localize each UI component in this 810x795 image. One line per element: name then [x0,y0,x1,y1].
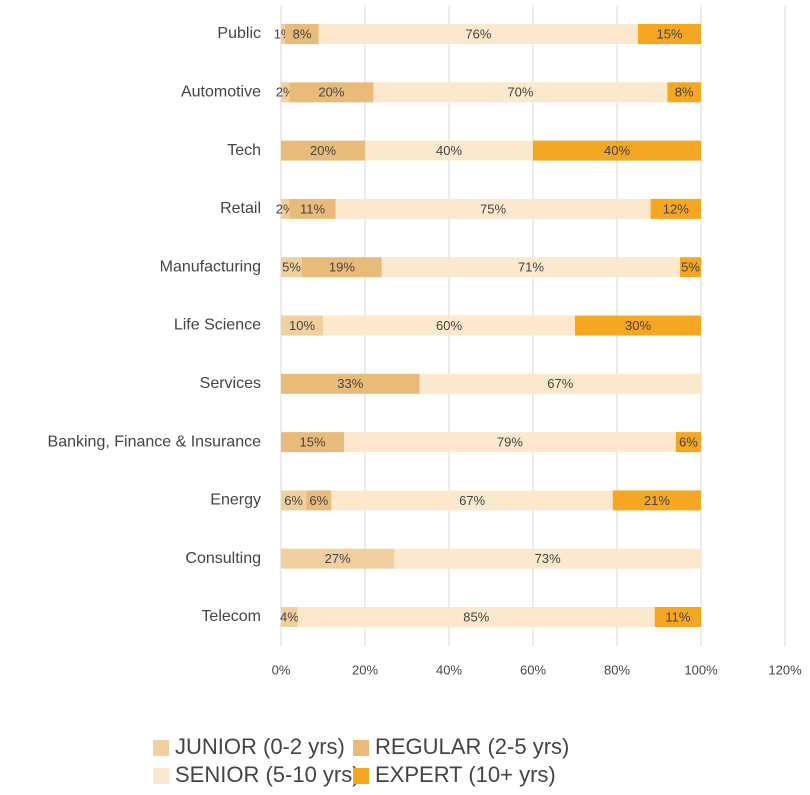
data-label: 71% [518,260,544,275]
bar-segment [323,315,575,336]
legend-label: JUNIOR (0-2 yrs) [175,734,345,759]
x-tick-label: 0% [272,662,291,677]
bar-segment [575,315,701,336]
bar-segment [419,373,701,394]
legend-swatch [353,768,369,784]
bar-segment [344,432,676,453]
bar-segment [289,82,374,103]
y-tick-label: Tech [227,142,261,159]
data-label: 40% [604,143,630,158]
bar-segment [285,24,319,44]
bar-segment [638,24,701,44]
data-label: 30% [625,318,651,333]
data-label: 79% [497,435,523,450]
y-tick-label: Energy [210,492,261,509]
data-label: 8% [293,26,312,41]
x-tick-label: 120% [768,662,802,677]
bar-segment [281,82,290,103]
data-label: 76% [465,26,491,41]
bar-segment [667,82,701,103]
x-tick-label: 100% [684,662,718,677]
data-label: 40% [436,143,462,158]
bar-segment [335,198,651,219]
bar-segment [373,82,668,103]
data-label: 6% [679,435,698,450]
bar-segment [281,490,307,511]
bar-segment [281,140,365,161]
data-label: 20% [310,143,336,158]
bar-segment [533,140,701,161]
bar-segment [281,198,290,219]
y-tick-label: Banking, Finance & Insurance [48,433,262,450]
bar-segment [281,257,302,278]
x-tick-label: 80% [604,662,630,677]
legend-swatch [353,740,369,756]
data-label: 11% [665,609,690,624]
data-label: 8% [675,85,694,100]
bar-segment [306,490,332,511]
bar-segment [318,24,638,44]
data-label: 75% [480,201,506,216]
data-label: 5% [681,260,700,275]
data-label: 10% [289,318,315,333]
bar-segment [680,257,701,278]
data-label: 19% [329,260,355,275]
bar-segment [281,548,395,569]
y-tick-label: Telecom [201,608,261,625]
data-label: 85% [463,609,489,624]
data-label: 15% [656,26,682,41]
y-tick-label: Life Science [174,317,261,334]
data-label: 27% [325,551,351,566]
data-label: 67% [459,493,485,508]
y-tick-label: Automotive [181,84,261,101]
y-tick-label: Manufacturing [160,258,261,275]
data-label: 33% [337,376,363,391]
x-tick-label: 60% [520,662,546,677]
legend-label: SENIOR (5-10 yrs) [175,762,360,787]
x-tick-label: 40% [436,662,462,677]
bar-segment [654,607,701,627]
data-label: 4% [280,609,299,624]
data-label: 15% [299,435,325,450]
data-label: 73% [535,551,561,566]
y-tick-label: Consulting [185,550,261,567]
data-label: 6% [309,493,328,508]
bar-segment [650,198,701,219]
data-label: 5% [282,260,301,275]
y-tick-label: Retail [220,200,261,217]
legend-label: EXPERT (10+ yrs) [375,762,556,787]
bar-segment [365,140,533,161]
data-label: 11% [300,201,325,216]
bar-segment [381,257,680,278]
y-tick-label: Public [217,25,261,42]
bar-segment [281,24,286,44]
data-label: 67% [547,376,573,391]
bar-segment [281,432,344,453]
bar-segment [302,257,382,278]
bar-segment [281,607,298,627]
bar-segment [281,315,323,336]
bar-segment [289,198,336,219]
data-label: 20% [318,85,344,100]
legend-swatch [153,768,169,784]
legend-swatch [153,740,169,756]
bar-segment [297,607,655,627]
bar-segment [394,548,701,569]
y-tick-label: Services [200,375,261,392]
bar-segment [675,432,701,453]
data-label: 70% [507,85,533,100]
bar-segment [281,373,420,394]
data-label: 12% [663,201,689,216]
legend-label: REGULAR (2-5 yrs) [375,734,569,759]
bar-segment [331,490,613,511]
bar-segment [612,490,701,511]
data-label: 21% [644,493,670,508]
data-label: 6% [284,493,303,508]
data-label: 60% [436,318,462,333]
x-tick-label: 20% [352,662,378,677]
